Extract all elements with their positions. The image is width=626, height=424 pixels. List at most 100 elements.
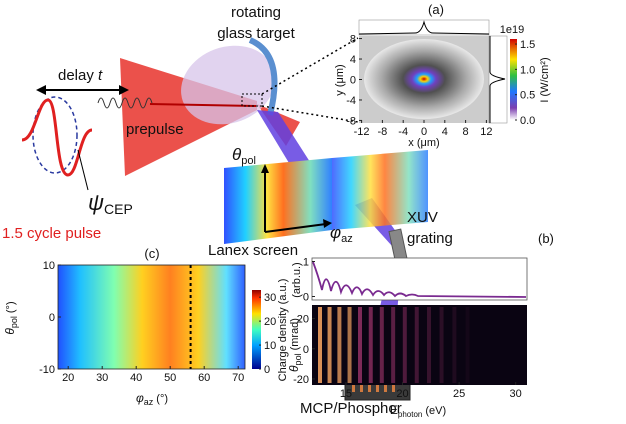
label: prepulse — [126, 121, 184, 138]
symbol: E — [390, 403, 398, 417]
harmonic-stripe — [318, 307, 322, 383]
x-tick-label: 12 — [480, 126, 492, 138]
label: Lanex screen — [208, 242, 298, 259]
y-tick-label: 0 — [49, 312, 55, 324]
x-tick-label: -4 — [398, 126, 408, 138]
label: t — [98, 67, 103, 84]
harmonic-stripe — [391, 307, 396, 383]
laser-cone — [120, 58, 257, 176]
grating-shape — [388, 228, 408, 262]
colorbar — [510, 39, 517, 120]
axis-label: x (μm) — [408, 137, 439, 149]
axis-label: Charge density (a.u.) — [277, 279, 289, 382]
y-tick-label: 1 — [303, 257, 309, 269]
axis-label: I (W/cm²) — [539, 57, 551, 102]
x-tick-label: 4 — [442, 126, 448, 138]
main-pulse — [97, 97, 153, 109]
arrowhead — [119, 85, 129, 95]
harmonic-stripe — [379, 307, 384, 383]
colorbar-tick-label: 20 — [264, 316, 276, 328]
colorbar-tick-label: 1.5 — [520, 39, 535, 51]
panel-label: (a) — [428, 2, 444, 17]
harmonic-stripe — [427, 307, 431, 383]
symbol: θ — [287, 365, 301, 372]
x-tick-label: 50 — [164, 372, 176, 384]
profile-x — [358, 20, 490, 35]
label: θpol — [232, 145, 256, 167]
axis-label: φaz (°) — [136, 391, 168, 407]
label: glass target — [217, 25, 295, 42]
symbol: φ — [330, 223, 341, 242]
focal-spot — [364, 39, 484, 119]
axis-label: θpol (°) — [3, 301, 19, 334]
y-tick-label: -10 — [39, 364, 55, 376]
symbol: θ — [232, 145, 242, 164]
y-tick-label: 20 — [297, 314, 309, 326]
harmonic-stripe — [465, 307, 470, 383]
x-tick-label: -8 — [378, 126, 388, 138]
subscript: CEP — [104, 201, 133, 217]
zoom-line — [261, 37, 359, 95]
harmonic-stripe — [402, 307, 407, 383]
subscript: pol — [241, 155, 256, 167]
label: MCP/Phosphor — [300, 400, 402, 417]
pulse-envelope — [32, 96, 78, 174]
x-tick-label: 60 — [198, 372, 210, 384]
subscript: az — [341, 233, 353, 245]
colorbar-tick-label: 0 — [264, 364, 270, 376]
symbol: ψ — [88, 190, 104, 215]
y-tick-label: -20 — [293, 374, 309, 386]
label: grating — [407, 230, 453, 247]
y-tick-label: 0 — [303, 344, 309, 356]
x-tick-label: 0 — [421, 126, 427, 138]
panel-label: (b) — [538, 231, 554, 246]
panel-c-image — [58, 265, 245, 369]
harmonic-stripe — [439, 307, 444, 383]
label: XUV — [407, 209, 438, 226]
zoom-box — [241, 93, 263, 107]
label: ψCEP — [88, 190, 133, 217]
label: delay — [58, 67, 94, 84]
exponent: 1e19 — [500, 24, 524, 36]
x-tick-label: 20 — [62, 372, 74, 384]
colorbar-tick-label: 0.0 — [520, 115, 535, 127]
y-tick-label: 0 — [350, 75, 356, 87]
profile-y — [489, 36, 506, 123]
pointer — [77, 149, 89, 191]
colorbar-tick-label: 10 — [264, 340, 276, 352]
x-tick-label: 30 — [510, 388, 522, 400]
axis-label: (arb.u.) — [291, 262, 303, 297]
x-tick-label: 40 — [130, 372, 142, 384]
pulse-field — [21, 98, 93, 177]
symbol: θ — [3, 328, 17, 335]
target-rim — [248, 37, 278, 116]
spectrum-line — [312, 261, 527, 298]
symbol: φ — [136, 391, 144, 405]
prepulse-beam — [149, 103, 257, 107]
label: 1.5 cycle pulse — [2, 225, 101, 242]
profile-box — [358, 19, 490, 36]
x-tick-label: 8 — [463, 126, 469, 138]
y-tick-label: 8 — [350, 34, 356, 46]
y-tick-label: -8 — [346, 115, 356, 127]
label: delay t — [58, 67, 103, 84]
x-tick-label: 20 — [396, 388, 408, 400]
x-tick-label: 15 — [340, 388, 352, 400]
colorbar-tick-label: 1.0 — [520, 64, 535, 76]
harmonic-stripe — [452, 307, 457, 383]
harmonic-stripe — [327, 307, 332, 383]
phi-arrow — [264, 223, 327, 233]
x-tick-label: 30 — [96, 372, 108, 384]
spectrum-box — [311, 257, 528, 301]
y-tick-label: 0 — [303, 292, 309, 304]
axis-label: y (μm) — [334, 64, 346, 95]
harmonic-stripe — [414, 307, 419, 383]
unit: (mrad) — [289, 318, 301, 350]
harmonic-stripe — [368, 307, 373, 383]
subscript: az — [144, 397, 154, 407]
axis-label: Ephoton (eV) — [390, 403, 446, 419]
label: φaz — [330, 223, 353, 245]
y-tick-label: 4 — [350, 54, 356, 66]
colorbar — [252, 290, 261, 369]
